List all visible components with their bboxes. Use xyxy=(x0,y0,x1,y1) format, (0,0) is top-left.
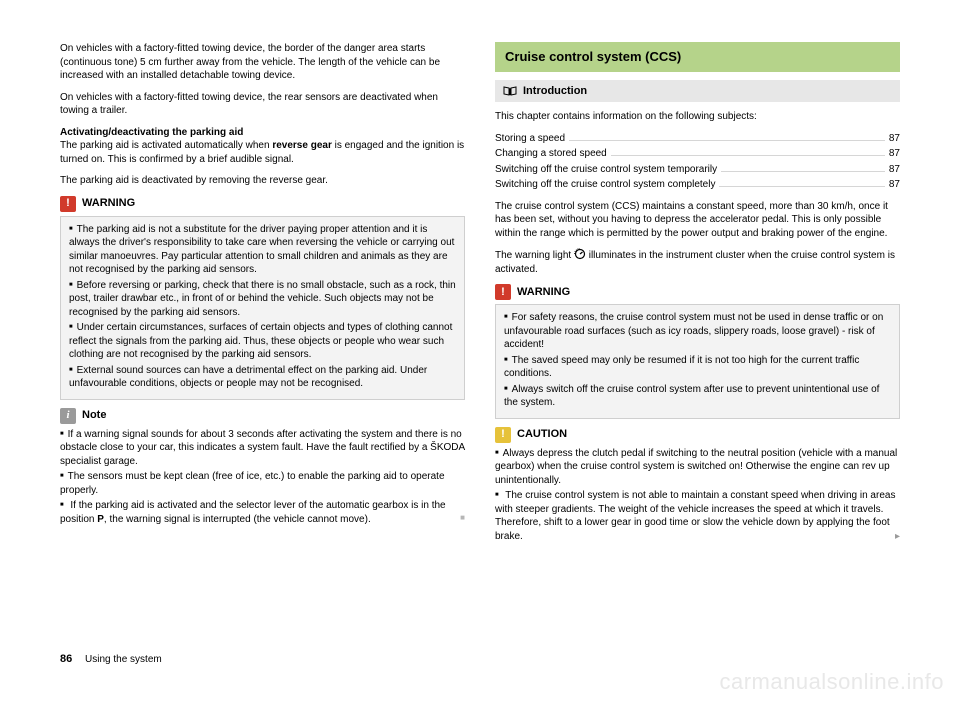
toc-label: Changing a stored speed xyxy=(495,147,607,161)
cruise-light-icon xyxy=(574,248,586,260)
caution-icon: ! xyxy=(495,427,511,443)
caution-callout: ! CAUTION Always depress the clutch peda… xyxy=(495,427,900,544)
bold-term: reverse gear xyxy=(272,140,332,151)
end-mark-icon: ■ xyxy=(460,513,465,524)
bullet: The saved speed may only be resumed if i… xyxy=(504,354,891,381)
bullet: Always switch off the cruise control sys… xyxy=(504,383,891,410)
bullet: The sensors must be kept clean (free of … xyxy=(60,470,465,497)
page-body: On vehicles with a factory-fitted towing… xyxy=(0,0,960,581)
section-title: Cruise control system (CCS) xyxy=(495,42,900,72)
toc-row: Changing a stored speed 87 xyxy=(495,147,900,161)
page-footer: 86 Using the system xyxy=(60,653,162,665)
warning-label: WARNING xyxy=(82,196,135,211)
bullet: If a warning signal sounds for about 3 s… xyxy=(60,428,465,469)
bullet: For safety reasons, the cruise control s… xyxy=(504,311,891,352)
toc-page: 87 xyxy=(889,178,900,192)
toc: Storing a speed 87 Changing a stored spe… xyxy=(495,132,900,192)
bullet: Under certain circumstances, surfaces of… xyxy=(69,321,456,362)
toc-page: 87 xyxy=(889,147,900,161)
caution-header: ! CAUTION xyxy=(495,427,900,443)
left-column: On vehicles with a factory-fitted towing… xyxy=(60,42,465,551)
para: The warning light illuminates in the ins… xyxy=(495,248,900,276)
note-header: i Note xyxy=(60,408,465,424)
toc-page: 87 xyxy=(889,163,900,177)
bold-term: P xyxy=(97,514,104,525)
note-callout: i Note If a warning signal sounds for ab… xyxy=(60,408,465,527)
page-number: 86 xyxy=(60,653,72,665)
toc-leader xyxy=(569,140,885,141)
warning-icon: ! xyxy=(495,284,511,300)
warning-icon: ! xyxy=(60,196,76,212)
bullet: The cruise control system is not able to… xyxy=(495,489,900,543)
para: On vehicles with a factory-fitted towing… xyxy=(60,91,465,118)
warning-callout: ! WARNING The parking aid is not a subst… xyxy=(60,196,465,400)
toc-row: Storing a speed 87 xyxy=(495,132,900,146)
note-label: Note xyxy=(82,408,106,423)
para: The parking aid is deactivated by removi… xyxy=(60,174,465,188)
para: The cruise control system (CCS) maintain… xyxy=(495,200,900,241)
right-column: Cruise control system (CCS) Introduction… xyxy=(495,42,900,551)
warning-header: ! WARNING xyxy=(60,196,465,212)
warning-body: For safety reasons, the cruise control s… xyxy=(495,304,900,419)
note-body: If a warning signal sounds for about 3 s… xyxy=(60,428,465,527)
toc-leader xyxy=(611,155,885,156)
toc-leader xyxy=(721,171,885,172)
warning-body: The parking aid is not a substitute for … xyxy=(60,216,465,400)
subheading: Activating/deactivating the parking aid xyxy=(60,127,243,138)
caution-label: CAUTION xyxy=(517,427,567,442)
toc-label: Storing a speed xyxy=(495,132,565,146)
introduction-bar: Introduction xyxy=(495,80,900,103)
watermark: carmanualsonline.info xyxy=(719,669,944,695)
note-icon: i xyxy=(60,408,76,424)
continue-arrow-icon: ▸ xyxy=(895,530,900,544)
toc-row: Switching off the cruise control system … xyxy=(495,178,900,192)
bullet-text: , the warning signal is interrupted (the… xyxy=(104,514,371,525)
bullet: Before reversing or parking, check that … xyxy=(69,279,456,320)
toc-page: 87 xyxy=(889,132,900,146)
bullet: External sound sources can have a detrim… xyxy=(69,364,456,391)
toc-label: Switching off the cruise control system … xyxy=(495,178,715,192)
toc-row: Switching off the cruise control system … xyxy=(495,163,900,177)
bullet: Always depress the clutch pedal if switc… xyxy=(495,447,900,488)
toc-label: Switching off the cruise control system … xyxy=(495,163,717,177)
bullet-text: The cruise control system is not able to… xyxy=(495,490,895,542)
para: On vehicles with a factory-fitted towing… xyxy=(60,42,465,83)
caution-body: Always depress the clutch pedal if switc… xyxy=(495,447,900,544)
book-icon xyxy=(503,86,517,96)
warning-callout: ! WARNING For safety reasons, the cruise… xyxy=(495,284,900,419)
warning-header: ! WARNING xyxy=(495,284,900,300)
warning-label: WARNING xyxy=(517,285,570,300)
introduction-label: Introduction xyxy=(523,84,587,99)
bullet: The parking aid is not a substitute for … xyxy=(69,223,456,277)
para: Activating/deactivating the parking aid … xyxy=(60,126,465,167)
para-text: The parking aid is activated automatical… xyxy=(60,140,272,151)
toc-leader xyxy=(719,186,884,187)
bullet: If the parking aid is activated and the … xyxy=(60,499,465,526)
footer-section: Using the system xyxy=(85,654,162,665)
para-text: The warning light xyxy=(495,250,574,261)
toc-intro: This chapter contains information on the… xyxy=(495,110,900,124)
